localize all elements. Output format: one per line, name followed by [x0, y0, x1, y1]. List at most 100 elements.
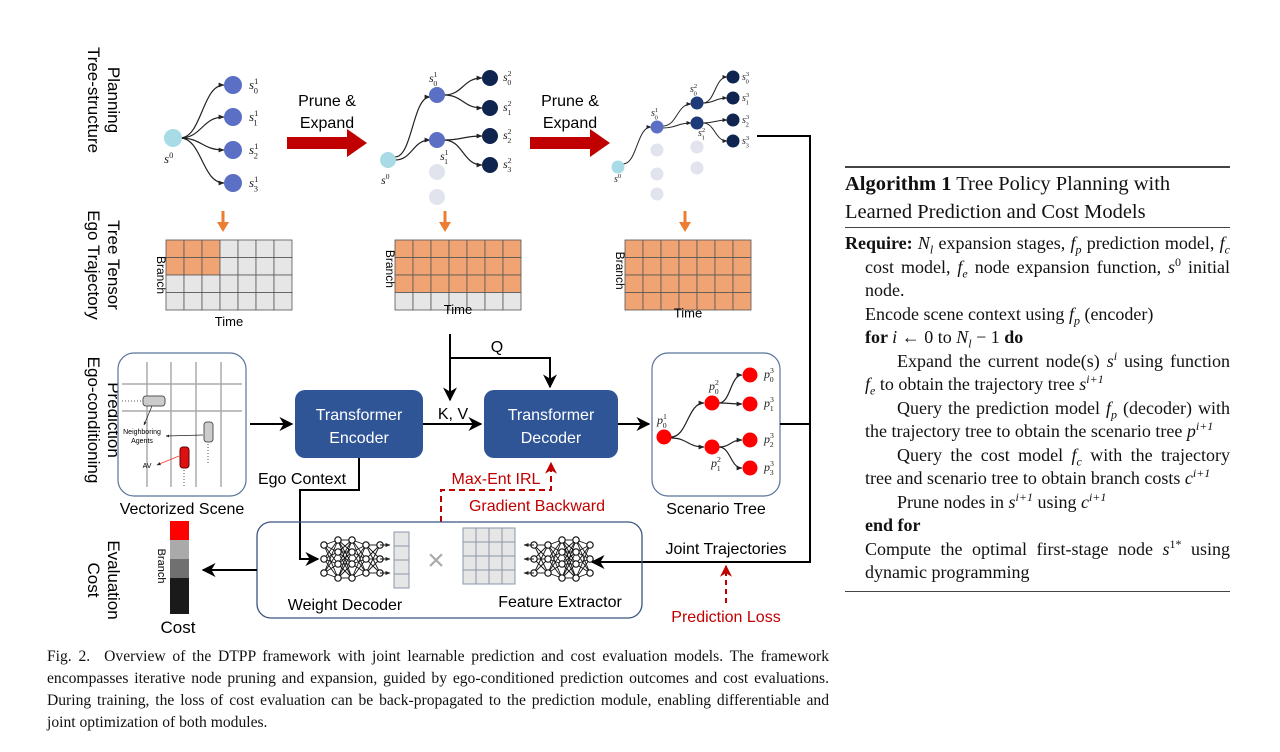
node-label: s1 3: [249, 174, 258, 194]
algorithm-text: ← 0 to: [897, 327, 957, 347]
tree-node: [224, 141, 242, 159]
scenario-node: [742, 432, 758, 448]
transformer-encoder: [295, 390, 423, 458]
cost-branch-label: Branch: [155, 549, 167, 584]
net-node: [362, 541, 370, 549]
label-base: s: [614, 174, 618, 185]
tensor-cell: [714, 274, 734, 293]
tensor-cell: [642, 257, 662, 276]
node-label: p3 2: [763, 431, 774, 449]
label-sup: 1: [254, 141, 258, 151]
feature-matrix-cell: [475, 527, 490, 543]
tensor-cell: [732, 292, 752, 311]
label-base: s: [381, 173, 386, 187]
tensor-cell: [412, 292, 432, 311]
tensor-cell: [484, 257, 504, 276]
tensor-cell: [394, 292, 414, 311]
tensor-cell: [430, 257, 450, 276]
prune-expand-arrow: [287, 129, 367, 157]
algorithm-text: end for: [865, 515, 921, 535]
label-sub: 2: [746, 122, 749, 129]
label-base: s: [742, 93, 746, 104]
query-arrow: [450, 357, 557, 389]
node-label: p2 0: [708, 378, 719, 396]
tree-edge: [702, 96, 728, 104]
label-sup: 2: [702, 127, 705, 134]
algorithm-text: f: [957, 256, 963, 277]
label-sup: 3: [770, 366, 774, 375]
algorithm-text: Encode scene context using: [865, 303, 1069, 324]
algorithm-text: Query the prediction model: [897, 397, 1106, 418]
net-node: [362, 555, 370, 563]
algorithm-text: i+1: [1015, 489, 1033, 504]
net-edge: [561, 539, 577, 579]
feature-matrix-cell: [462, 541, 477, 557]
label-base: s: [651, 108, 655, 119]
algorithm-title: Algorithm 1 Tree Policy Planning with Le…: [845, 168, 1230, 227]
net-edge: [547, 544, 563, 579]
tensor-cell: [273, 274, 293, 293]
algorithm-text: node expansion function,: [967, 256, 1169, 277]
prediction-loss-label: Prediction Loss: [671, 609, 780, 626]
algorithm-text: with the trajectory tree and scenario tr…: [865, 444, 1230, 489]
weight-decoder-label: Weight Decoder: [288, 597, 403, 614]
feature-matrix-cell: [462, 569, 477, 585]
net-node: [320, 569, 328, 577]
ego-context-line: [299, 458, 360, 566]
algorithm-text: p: [1186, 421, 1196, 441]
net-node: [334, 536, 342, 544]
net-edge: [575, 539, 591, 560]
algorithm-text: N: [956, 327, 969, 347]
algorithm-body: Require: Nl expansion stages, fp predict…: [845, 228, 1230, 591]
max-ent-irl-label: Max-Ent IRL: [452, 471, 541, 488]
joint-trajectories-label: Joint Trajectories: [666, 541, 787, 558]
tree-edge: [394, 137, 431, 161]
caption-text: Overview of the DTPP framework with join…: [47, 648, 830, 731]
scenario-tree-label: Scenario Tree: [666, 501, 766, 518]
net-node: [586, 541, 594, 549]
gradient-backward-arrow: [440, 461, 557, 522]
label-sup: 1: [445, 148, 449, 157]
label-sub: 0: [433, 79, 437, 88]
net-node: [558, 548, 566, 556]
neighboring-agents-label: Neighboring: [123, 429, 161, 436]
net-node: [544, 541, 552, 549]
tensor-cell: [219, 239, 239, 258]
node-label: s1 0: [249, 76, 258, 96]
node-label: s2 1: [503, 99, 512, 117]
title-rule: [845, 227, 1230, 228]
tree-node: [726, 134, 740, 148]
tree-edge: [718, 401, 743, 407]
feature-matrix-cell: [488, 527, 503, 543]
cost-bar: [170, 559, 189, 578]
net-node: [334, 574, 342, 582]
tensor-cell: [201, 274, 221, 293]
net-node: [544, 555, 552, 563]
algorithm-text: f: [1071, 444, 1077, 465]
tree-edge: [443, 94, 483, 111]
tensor-cell: [412, 239, 432, 258]
tree-edge: [702, 75, 728, 104]
label-base: s: [503, 100, 508, 114]
tensor-cell: [255, 257, 275, 276]
tensor-cell: [201, 292, 221, 311]
prune-expand-label: Prune &: [298, 93, 356, 110]
tree-node: [224, 76, 242, 94]
label-sup: 1: [254, 174, 258, 184]
label-base: p: [710, 456, 717, 470]
label-sup: 1: [663, 412, 667, 421]
tensor-cell: [502, 257, 522, 276]
av-car-icon: [179, 446, 190, 469]
tensor-cell: [714, 239, 734, 258]
algorithm-text: c: [1080, 491, 1089, 512]
net-node: [572, 574, 580, 582]
label-base: s: [440, 149, 445, 163]
tensor-cell: [255, 292, 275, 311]
label-sub: 0: [655, 115, 658, 122]
tensor-time-label: Time: [444, 302, 472, 317]
tensor-cell: [642, 292, 662, 311]
tensor-cell: [732, 257, 752, 276]
label-sup: 1: [434, 70, 438, 79]
scenario-tree-box: [651, 352, 781, 497]
tensor-cell: [201, 239, 221, 258]
